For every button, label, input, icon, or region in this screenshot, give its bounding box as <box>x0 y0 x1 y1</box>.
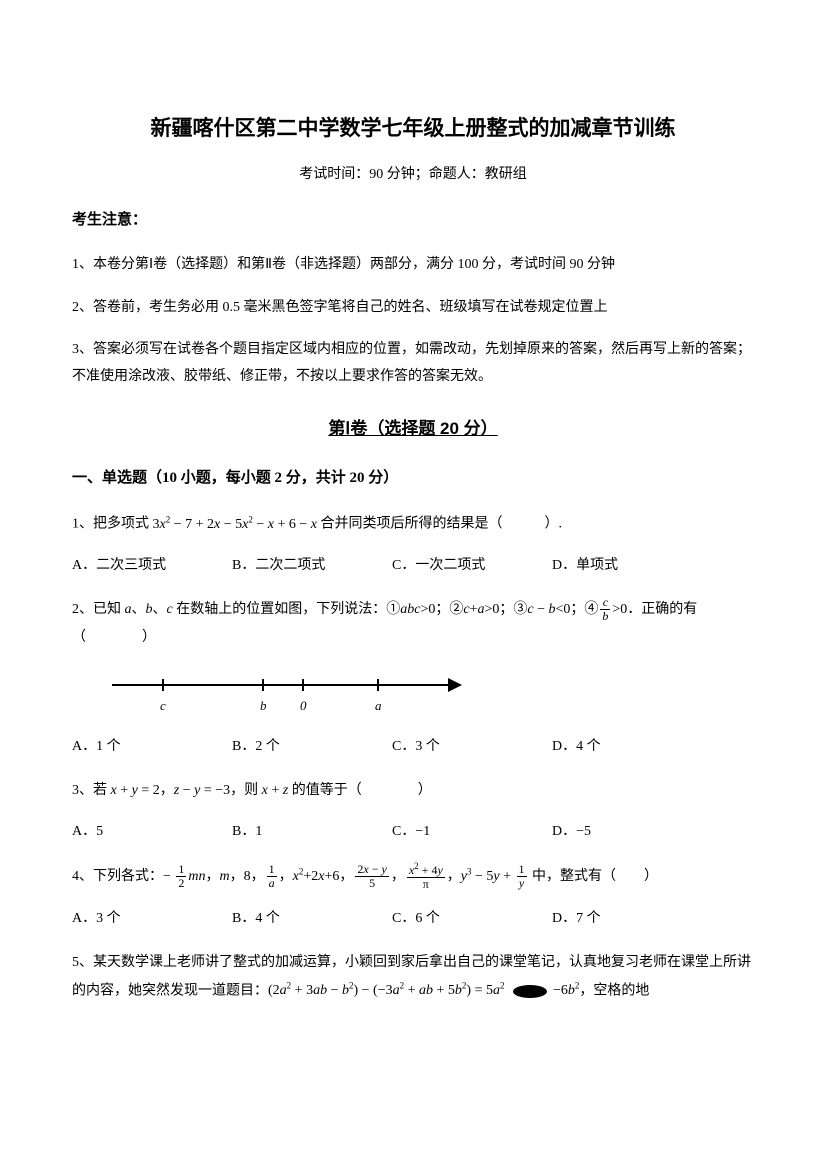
q2-expr1: abc>0 <box>400 602 435 617</box>
instruction-2: 2、答卷前，考生务必用 0.5 毫米黑色签字笔将自己的姓名、班级填写在试卷规定位… <box>72 295 754 322</box>
q1-option-a: A．二次三项式 <box>72 553 232 578</box>
q2-expr4-fraction: cb <box>600 596 610 623</box>
q3-mid1: ， <box>160 783 174 798</box>
q1-expression: 3x2 − 7 + 2x − 5x2 − x + 6 − x <box>153 517 318 532</box>
q2-option-a: A．1 个 <box>72 734 232 759</box>
q3-mid2: ，则 <box>230 783 262 798</box>
q1-option-d: D．单项式 <box>552 553 712 578</box>
tick-zero <box>302 679 304 691</box>
q2-vars: a、b、c <box>125 602 173 617</box>
q1-option-b: B．二次二项式 <box>232 553 392 578</box>
q3-option-b: B．1 <box>232 819 392 844</box>
tick-label-a: a <box>375 694 382 717</box>
q3-option-d: D．−5 <box>552 819 712 844</box>
q1-option-c: C．一次二项式 <box>392 553 552 578</box>
q4-option-c: C．6 个 <box>392 906 552 931</box>
q4-option-a: A．3 个 <box>72 906 232 931</box>
question-5: 5、某天数学课上老师讲了整式的加减运算，小颖回到家后拿出自己的课堂笔记，认真地复… <box>72 949 754 1006</box>
question-3-options: A．5 B．1 C．−1 D．−5 <box>72 819 754 844</box>
q1-suffix: 合并同类项后所得的结果是（ ）. <box>317 517 562 532</box>
q2-prefix: 2、已知 <box>72 602 125 617</box>
question-1-options: A．二次三项式 B．二次二项式 C．一次二项式 D．单项式 <box>72 553 754 578</box>
q4-option-d: D．7 个 <box>552 906 712 931</box>
q4-option-b: B．4 个 <box>232 906 392 931</box>
tick-b <box>262 679 264 691</box>
subtitle: 考试时间：90 分钟；命题人：教研组 <box>72 162 754 187</box>
q3-option-c: C．−1 <box>392 819 552 844</box>
q4-list: − 12mn，m，8，1a，x2+2x+6，2x − y5，x2 + 4yπ，y… <box>163 869 529 884</box>
arrow-icon <box>448 678 462 692</box>
tick-a <box>377 679 379 691</box>
q2-option-c: C．3 个 <box>392 734 552 759</box>
question-4: 4、下列各式：− 12mn，m，8，1a，x2+2x+6，2x − y5，x2 … <box>72 862 754 891</box>
q4-suffix: 中，整式有（ ） <box>529 869 659 884</box>
tick-label-b: b <box>260 694 267 717</box>
q2-mid1: 在数轴上的位置如图，下列说法：① <box>173 602 401 617</box>
instruction-1: 1、本卷分第Ⅰ卷（选择题）和第Ⅱ卷（非选择题）两部分，满分 100 分，考试时间… <box>72 252 754 279</box>
q5-expression: (2a2 + 3ab − b2) − (−3a2 + ab + 5b2) = 5… <box>268 983 504 998</box>
q5-blank-after: −6b2 <box>549 983 579 998</box>
blank-oval-icon <box>513 985 547 998</box>
question-2: 2、已知 a、b、c 在数轴上的位置如图，下列说法：①abc>0；②c+a>0；… <box>72 596 754 652</box>
tick-label-c: c <box>160 694 166 717</box>
part-heading: 一、单选题（10 小题，每小题 2 分，共计 20 分） <box>72 465 754 492</box>
question-4-options: A．3 个 B．4 个 C．6 个 D．7 个 <box>72 906 754 931</box>
q3-expr3: x + z <box>262 783 289 798</box>
question-3: 3、若 x + y = 2，z − y = −3，则 x + z 的值等于（ ） <box>72 777 754 805</box>
q2-option-d: D．4 个 <box>552 734 712 759</box>
q2-expr4-after: >0 <box>612 602 627 617</box>
q3-expr2: z − y = −3 <box>174 783 230 798</box>
q3-expr1: x + y = 2 <box>111 783 160 798</box>
q2-expr2: c+a>0 <box>463 602 499 617</box>
q1-prefix: 1、把多项式 <box>72 517 153 532</box>
question-2-options: A．1 个 B．2 个 C．3 个 D．4 个 <box>72 734 754 759</box>
q2-option-b: B．2 个 <box>232 734 392 759</box>
notice-heading: 考生注意： <box>72 207 754 234</box>
q2-expr3: c − b<0 <box>527 602 570 617</box>
q2-mid2: ；② <box>435 602 463 617</box>
instruction-3: 3、答案必须写在试卷各个题目指定区域内相应的位置，如需改动，先划掉原来的答案，然… <box>72 337 754 390</box>
tick-label-zero: 0 <box>300 694 307 717</box>
tick-c <box>162 679 164 691</box>
q3-option-a: A．5 <box>72 819 232 844</box>
q3-suffix: 的值等于（ ） <box>288 783 432 798</box>
page-title: 新疆喀什区第二中学数学七年级上册整式的加减章节训练 <box>72 110 754 148</box>
question-1: 1、把多项式 3x2 − 7 + 2x − 5x2 − x + 6 − x 合并… <box>72 510 754 539</box>
q2-mid4: ；④ <box>570 602 598 617</box>
q4-prefix: 4、下列各式： <box>72 869 163 884</box>
q2-mid3: ；③ <box>499 602 527 617</box>
section-1-title: 第Ⅰ卷（选择题 20 分） <box>72 414 754 445</box>
q3-prefix: 3、若 <box>72 783 111 798</box>
number-line-diagram: c b 0 a <box>112 666 472 716</box>
q5-suffix: ，空格的地 <box>579 983 649 998</box>
